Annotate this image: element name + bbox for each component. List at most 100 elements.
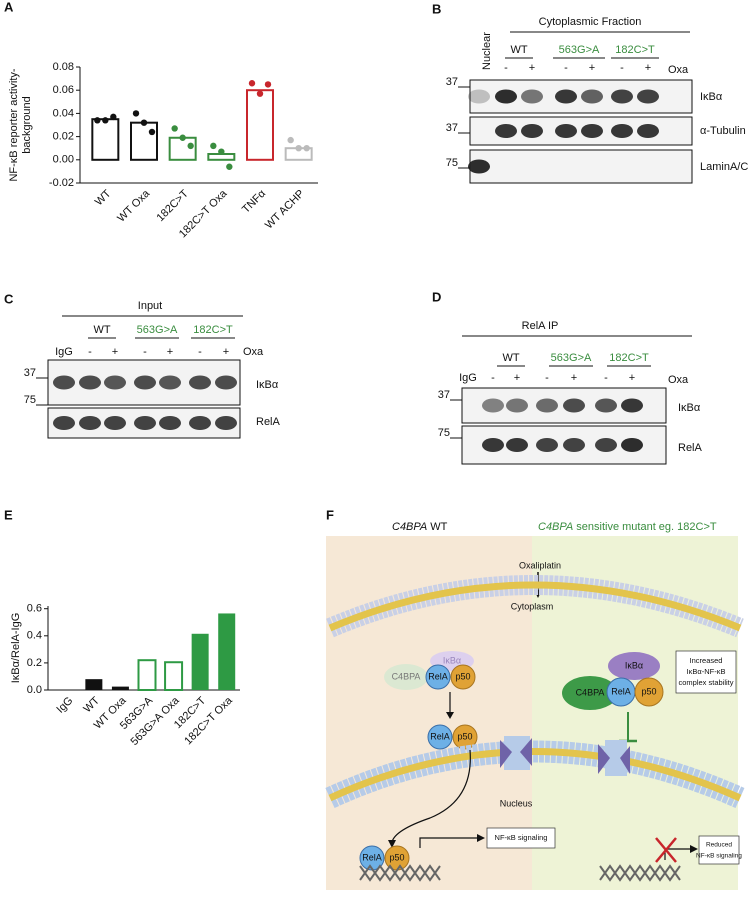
data-point: [210, 142, 217, 150]
group-label: WT: [510, 44, 527, 56]
band: [595, 398, 617, 413]
bar: [111, 686, 129, 690]
c4bpa: [384, 664, 428, 690]
y-tick-label: 0.06: [53, 84, 74, 96]
panel-label: A: [4, 0, 14, 14]
data-point: [94, 117, 101, 124]
data-point: [171, 125, 178, 132]
nuclear-pore: [598, 744, 610, 774]
heading: Input: [138, 300, 162, 312]
group-label: WT: [93, 324, 110, 336]
title-text: WT: [430, 521, 447, 533]
outcome-box: [486, 827, 556, 849]
band: [506, 398, 528, 413]
panel-label: D: [432, 289, 441, 304]
band: [637, 124, 659, 138]
data-point: [248, 80, 256, 87]
nuclear-membrane-core: [328, 748, 742, 802]
group-label: WT: [502, 352, 519, 364]
band: [159, 416, 181, 430]
bar: [85, 679, 103, 690]
band: [189, 416, 211, 430]
panel-label: C: [4, 291, 14, 306]
marker-label: 75: [438, 427, 450, 439]
x-tick-label: TNFα: [240, 187, 269, 216]
rela-label: RelA: [430, 731, 450, 741]
nucleus-label: Nucleus: [500, 798, 533, 808]
band: [536, 438, 558, 452]
title-text: sensitive mutant eg. 182C>T: [576, 521, 717, 533]
band: [159, 375, 181, 390]
bar: [218, 613, 236, 690]
lane-label: +: [223, 346, 229, 358]
x-tick-label: WT Oxa: [115, 187, 152, 224]
x-tick-label: WT: [81, 694, 102, 715]
data-point: [303, 145, 310, 152]
dna: [599, 864, 681, 882]
bar: [130, 121, 158, 161]
y-tick-label: -0.02: [49, 177, 74, 189]
x-tick-label: WT ACHP: [263, 188, 307, 232]
band: [611, 124, 633, 138]
p50: [450, 664, 476, 690]
band: [563, 438, 585, 452]
bar: [191, 633, 209, 690]
marker-label: 37: [446, 76, 458, 88]
group-label: 182C>T: [193, 324, 233, 336]
marker-label: 37: [438, 389, 450, 401]
lane-label: -: [620, 62, 624, 74]
row-label: α-Tubulin: [700, 125, 746, 137]
note-line: IκBα-NF-κB: [687, 667, 726, 676]
cytoplasm-label: Cytoplasm: [511, 601, 554, 611]
data-point: [140, 119, 148, 126]
y-tick-label: 0.0: [27, 684, 42, 696]
y-axis-label: background: [21, 96, 33, 154]
y-tick-label: 0.2: [27, 657, 42, 669]
ikba-label: IκBα: [625, 660, 643, 670]
fraction-label: Nuclear: [481, 32, 493, 70]
band: [79, 416, 101, 430]
band: [482, 438, 504, 452]
band: [506, 438, 528, 452]
band: [468, 89, 490, 104]
lane-label: +: [571, 372, 577, 384]
y-tick-label: 0.6: [27, 603, 42, 615]
band: [79, 375, 101, 390]
data-point: [110, 113, 117, 121]
row-label: RelA: [256, 416, 281, 428]
data-point: [218, 148, 225, 155]
band: [104, 416, 126, 430]
rela-label: RelA: [362, 852, 382, 862]
p50-label: p50: [389, 852, 404, 862]
cell-membrane-core: [328, 581, 742, 632]
marker-label: 75: [24, 394, 36, 406]
lane-label: +: [529, 62, 535, 74]
bar: [91, 118, 120, 161]
lane-label: -: [564, 62, 568, 74]
bar: [164, 661, 184, 692]
drug-label: Oxaliplatin: [519, 560, 561, 570]
y-tick-label: 0.02: [53, 131, 74, 143]
band: [555, 124, 577, 138]
rela-label: RelA: [428, 671, 448, 681]
arrow-head: [446, 712, 454, 719]
band: [495, 89, 517, 104]
heading: RelA IP: [522, 320, 559, 332]
arrow-head: [388, 840, 396, 848]
p50-label: p50: [641, 686, 656, 696]
band: [595, 438, 617, 452]
data-point: [148, 128, 156, 136]
dna: [359, 864, 441, 882]
bar: [246, 89, 274, 161]
band: [536, 398, 558, 413]
y-axis-label: IκBα/RelA-IgG: [10, 613, 22, 684]
block-cross: [655, 837, 677, 863]
band: [637, 89, 659, 104]
blot: [469, 149, 693, 184]
arrow-head: [690, 845, 698, 853]
band: [621, 398, 643, 413]
control-label: IgG: [55, 346, 73, 358]
gene: C4BPA: [538, 521, 573, 533]
right-title: C4BPA sensitive mutant eg. 182C>T: [538, 521, 717, 533]
